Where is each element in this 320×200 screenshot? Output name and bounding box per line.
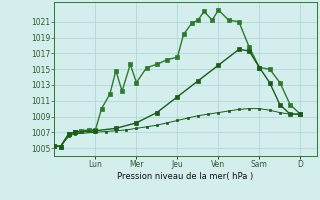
X-axis label: Pression niveau de la mer( hPa ): Pression niveau de la mer( hPa )	[117, 172, 254, 181]
